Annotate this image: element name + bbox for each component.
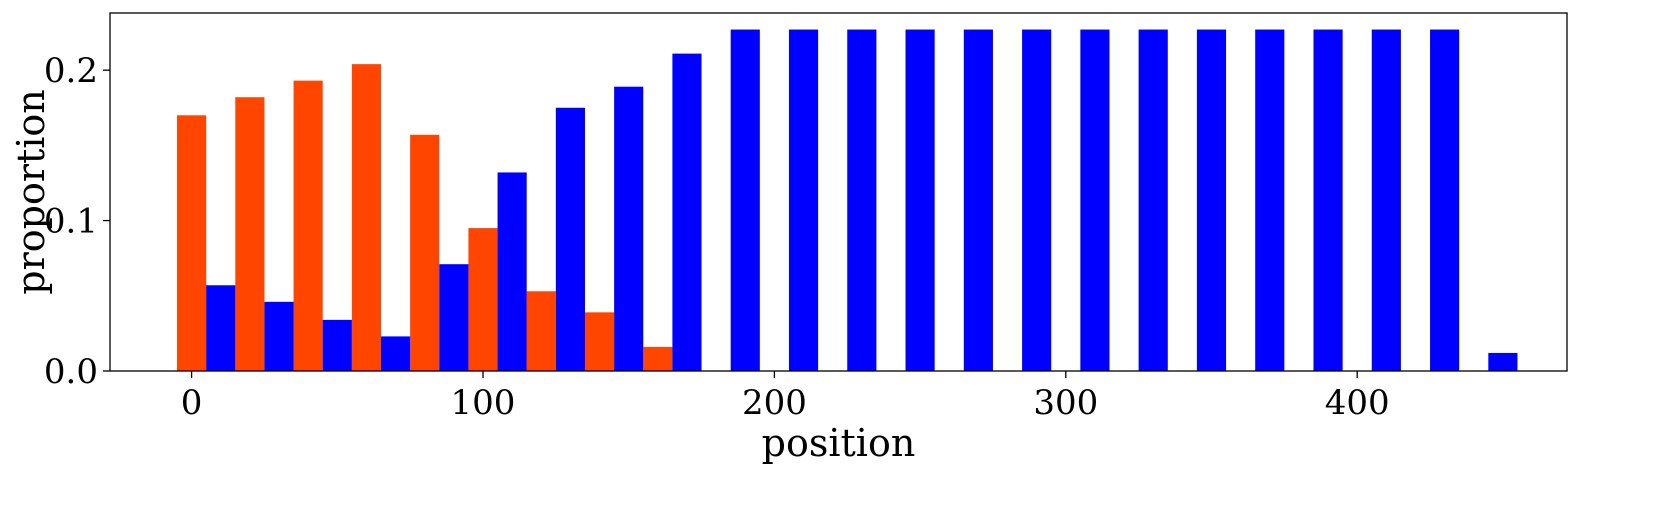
bar-series2-190 [730,29,760,372]
bar-series2-410 [1371,29,1401,372]
x-axis-ticks: 0 100 200 300 400 [181,371,1390,423]
y-tick-label: 0.0 [44,352,98,392]
x-tick-label: 100 [451,383,516,423]
bar-series2-290 [1022,29,1052,372]
bar-series1-140 [584,312,615,371]
bar-series2-250 [905,29,935,372]
bar-series1-80 [410,134,440,371]
x-axis-label: position [762,421,916,465]
bar-series2-210 [788,29,819,372]
y-tick-label: 0.2 [44,51,98,91]
bar-series2-370 [1255,29,1285,372]
x-tick-label: 200 [742,383,807,423]
bar-series2-150 [614,86,644,372]
bar-series1-60 [351,64,382,372]
bar-series2-330 [1138,29,1168,372]
y-axis-ticks: 0.0 0.1 0.2 [44,51,110,392]
bars-group [177,29,1518,372]
bar-series2-390 [1313,29,1343,372]
bar-series1-40 [293,80,323,371]
plot-frame [109,12,1568,372]
x-tick-label: 0 [181,383,203,423]
bar-series1-20 [235,97,265,371]
bar-series1-0 [177,115,207,372]
bar-series2-170 [672,53,702,372]
x-tick-label: 400 [1325,383,1390,423]
bar-series2-230 [847,29,877,372]
bar-series1-100 [468,228,498,371]
bar-series2-30 [264,301,294,371]
x-tick-label: 300 [1033,383,1098,423]
bar-series2-90 [439,264,469,371]
bar-series2-450 [1488,352,1518,371]
bar-series2-10 [206,285,236,371]
bar-series2-430 [1430,29,1460,372]
bar-series2-130 [555,107,585,371]
bar-series1-160 [643,346,673,371]
bar-series2-270 [963,29,993,372]
bar-series2-110 [497,172,527,371]
bar-series2-350 [1196,29,1227,372]
bar-series1-120 [526,291,556,371]
y-axis-label: proportion [9,89,53,295]
bar-series2-70 [381,336,411,371]
bar-series2-50 [322,319,352,371]
y-tick-label: 0.1 [44,202,98,242]
bar-series2-310 [1080,29,1110,372]
